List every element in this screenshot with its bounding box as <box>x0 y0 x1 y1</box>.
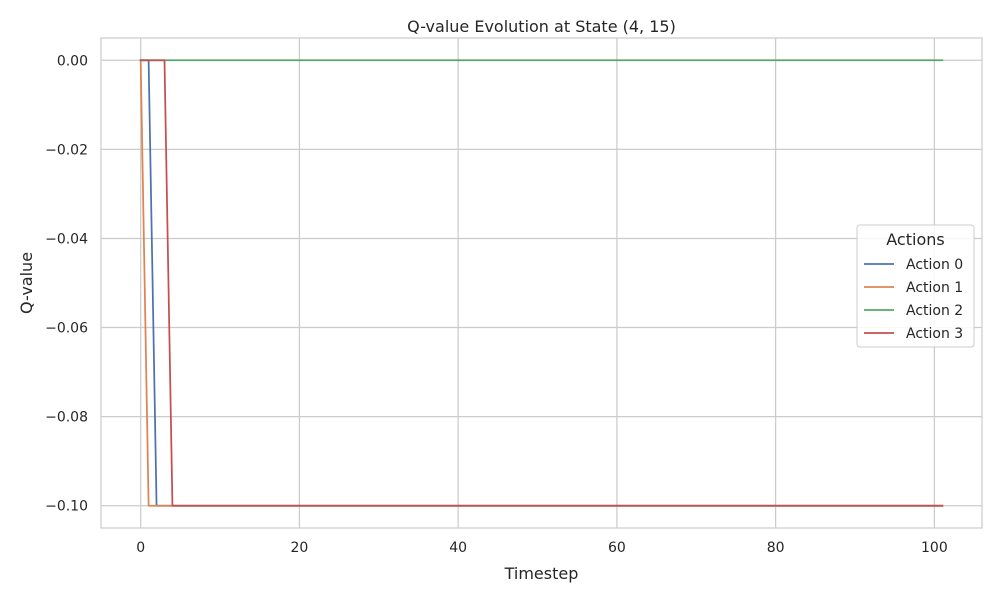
series-lines <box>139 59 944 507</box>
x-tick-label: 40 <box>449 540 467 556</box>
legend-items: Action 0 Action 1 Action 2 Action 3 <box>864 257 963 342</box>
legend-title: Actions <box>886 230 944 249</box>
y-tick-label: −0.06 <box>45 321 88 337</box>
y-axis-label: Q-value <box>17 252 36 314</box>
legend: Actions Action 0 Action 1 Action 2 Action 3 <box>856 224 975 348</box>
chart-title: Q-value Evolution at State (4, 15) <box>407 17 676 36</box>
x-axis-label: Timestep <box>504 564 579 583</box>
x-tick-label: 0 <box>136 540 145 556</box>
legend-label-action-0: Action 0 <box>906 257 963 273</box>
y-tick-label: −0.10 <box>45 499 88 515</box>
legend-label-action-1: Action 1 <box>906 280 963 296</box>
legend-label-action-2: Action 2 <box>906 303 963 319</box>
x-tick-label: 60 <box>608 540 626 556</box>
series-line-action-3 <box>139 59 944 507</box>
y-tick-label: −0.04 <box>45 231 88 247</box>
y-tick-label: −0.02 <box>45 142 88 158</box>
plot-frame <box>100 37 983 529</box>
legend-label-action-3: Action 3 <box>906 326 963 342</box>
x-tick-label: 20 <box>291 540 309 556</box>
legend-box <box>856 224 975 348</box>
x-tick-label: 100 <box>921 540 948 556</box>
y-tick-label: 0.00 <box>57 53 88 69</box>
y-tick-label: −0.08 <box>45 410 88 426</box>
x-tick-label: 80 <box>767 540 785 556</box>
tick-labels: 0 20 40 60 80 100 0.00 −0.02 −0.04 −0.06 −0.08 −0.1… <box>45 53 948 556</box>
